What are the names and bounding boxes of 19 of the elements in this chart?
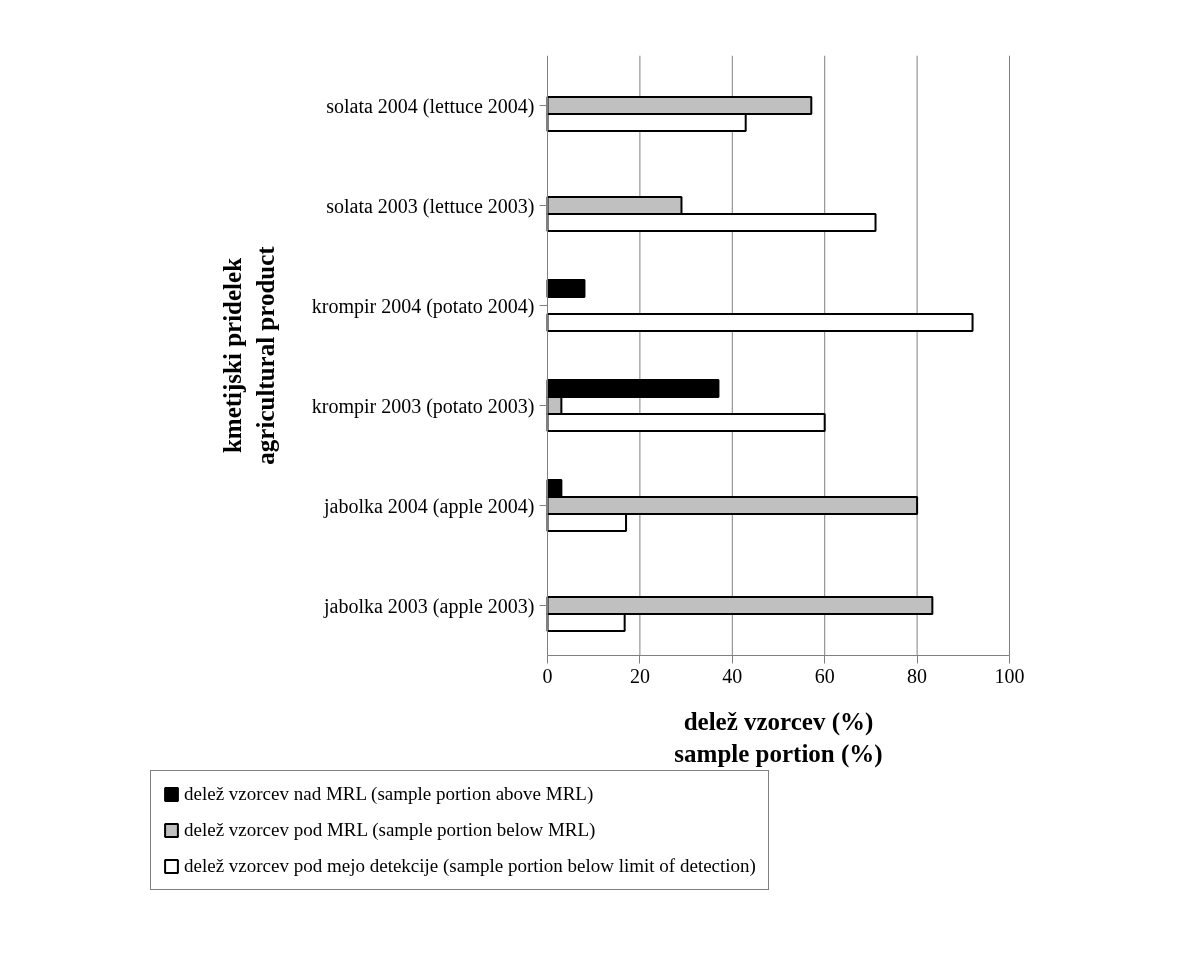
- bar: [546, 313, 974, 332]
- legend-label: delež vzorcev pod MRL (sample portion below MRL): [184, 819, 596, 841]
- y-tick-label: solata 2004 (lettuce 2004): [326, 94, 535, 118]
- legend-label: delež vzorcev nad MRL (sample portion above MRL): [184, 783, 594, 805]
- y-tick-label: jabolka 2004 (apple 2004): [323, 494, 535, 518]
- y-tick-label: krompir 2004 (potato 2004): [311, 294, 535, 318]
- x-tick-label: 100: [994, 664, 1025, 687]
- y-axis-title: kmetijski pridelek agricultural product: [219, 245, 279, 465]
- legend-label: delež vzorcev pod mejo detekcije (sample portion below limit of detection): [184, 855, 756, 877]
- x-tick-label: 40: [722, 664, 743, 687]
- x-axis-title: delež vzorcev (%) sample portion (%): [674, 707, 883, 768]
- x-tick-label: 0: [542, 664, 553, 687]
- x-tick-label: 20: [629, 664, 650, 687]
- x-tick-label: 60: [814, 664, 835, 687]
- x-tick-label: 80: [907, 664, 928, 687]
- bar: [546, 279, 586, 298]
- y-tick-label: jabolka 2003 (apple 2003): [323, 594, 535, 618]
- y-tick-label: solata 2003 (lettuce 2003): [326, 194, 535, 218]
- y-tick-label: krompir 2003 (potato 2003): [311, 394, 535, 418]
